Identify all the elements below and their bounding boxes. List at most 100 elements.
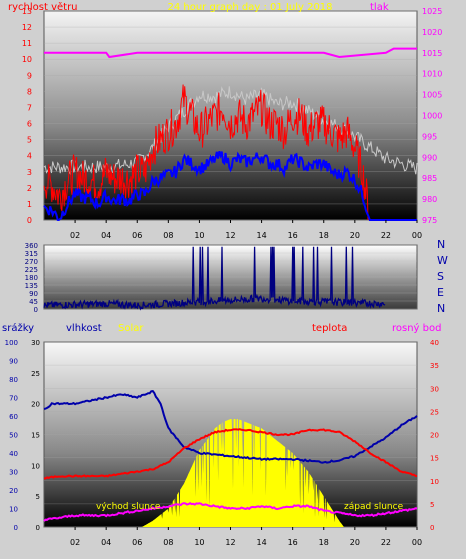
wind-tick-label: 9 bbox=[27, 71, 32, 80]
direction-tick-label: 360 bbox=[25, 242, 38, 250]
direction-tick-label: 135 bbox=[25, 282, 38, 290]
x-tick-label-bottom: 08 bbox=[163, 538, 173, 547]
wind-direction-line bbox=[43, 246, 386, 311]
temp-tick-label: 10 bbox=[430, 478, 439, 486]
wind-avg-line bbox=[43, 151, 417, 222]
chart-title: 24 hour graph day : 01 July 2018 bbox=[167, 2, 332, 13]
x-tick-label-bottom: 06 bbox=[132, 538, 142, 547]
rain-tick-label: 70 bbox=[9, 395, 18, 403]
x-tick-label-top: 10 bbox=[194, 231, 204, 240]
direction-tick-label: 0 bbox=[34, 306, 38, 314]
pressure-tick-label: 1020 bbox=[422, 28, 442, 37]
dir-letter-w: W bbox=[437, 254, 448, 267]
x-tick-label-bottom: 12 bbox=[225, 538, 235, 547]
direction-tick-label: 315 bbox=[25, 250, 38, 258]
x-tick-label-bottom: 20 bbox=[350, 538, 360, 547]
x-tick-label-top: 06 bbox=[132, 231, 142, 240]
x-tick-label-top: 16 bbox=[288, 231, 298, 240]
pressure-tick-label: 995 bbox=[422, 132, 437, 141]
humidity-line bbox=[43, 390, 418, 464]
x-tick-label-top: 08 bbox=[163, 231, 173, 240]
x-tick-label-bottom: 18 bbox=[319, 538, 329, 547]
pressure-tick-label: 980 bbox=[422, 195, 437, 204]
temp-tick-label: 25 bbox=[430, 408, 439, 416]
dir-letter-n-top: N bbox=[437, 238, 445, 251]
humidity-tick-label: 30 bbox=[31, 339, 40, 347]
x-tick-label-top: 04 bbox=[101, 231, 111, 240]
humidity-tick-label: 5 bbox=[36, 493, 40, 501]
wind-axis-label: rychlost větru bbox=[8, 1, 78, 13]
wind-tick-label: 8 bbox=[27, 87, 32, 96]
temp-tick-label: 15 bbox=[430, 455, 439, 463]
x-tick-label-bottom: 16 bbox=[288, 538, 298, 547]
temp-tick-label: 30 bbox=[430, 385, 439, 393]
direction-tick-label: 225 bbox=[25, 266, 38, 274]
wind-tick-label: 0 bbox=[27, 216, 32, 225]
rain-tick-label: 20 bbox=[9, 487, 18, 495]
temp-tick-label: 20 bbox=[430, 432, 439, 440]
solar-label: Solar bbox=[118, 323, 144, 334]
wind-tick-label: 10 bbox=[22, 55, 32, 64]
pressure-tick-label: 1000 bbox=[422, 112, 442, 121]
temperature-line bbox=[44, 428, 418, 480]
wind-tick-label: 1 bbox=[27, 200, 32, 209]
rain-tick-label: 0 bbox=[14, 524, 18, 532]
wind-tick-label: 12 bbox=[22, 23, 32, 32]
pressure-tick-label: 1025 bbox=[422, 7, 442, 16]
dir-letter-s: S bbox=[437, 270, 444, 283]
humidity-axis-label: vlhkost bbox=[66, 323, 102, 334]
x-tick-label-top: 00 bbox=[412, 231, 422, 240]
x-tick-label-top: 18 bbox=[319, 231, 329, 240]
wind-tick-label: 13 bbox=[22, 7, 32, 16]
x-tick-label-top: 20 bbox=[350, 231, 360, 240]
temp-tick-label: 0 bbox=[430, 524, 434, 532]
sunset-annotation: západ slunce bbox=[344, 502, 404, 512]
dew-label: rosný bod bbox=[392, 322, 441, 334]
x-tick-label-top: 22 bbox=[381, 231, 391, 240]
rain-axis-label: srážky bbox=[2, 322, 34, 334]
pressure-tick-label: 1005 bbox=[422, 91, 442, 100]
humidity-tick-label: 10 bbox=[31, 462, 40, 470]
pressure-tick-label: 985 bbox=[422, 174, 437, 183]
wind-tick-label: 2 bbox=[27, 184, 32, 193]
x-tick-label-bottom: 02 bbox=[70, 538, 80, 547]
x-tick-label-top: 12 bbox=[225, 231, 235, 240]
rain-tick-label: 10 bbox=[9, 506, 18, 514]
temp-tick-label: 40 bbox=[430, 339, 439, 347]
pressure-tick-label: 975 bbox=[422, 216, 437, 225]
temp-axis-label: teplota bbox=[312, 323, 347, 334]
rain-tick-label: 30 bbox=[9, 469, 18, 477]
direction-tick-label: 180 bbox=[25, 274, 38, 282]
temp-tick-label: 35 bbox=[430, 362, 439, 370]
x-tick-label-bottom: 10 bbox=[194, 538, 204, 547]
x-tick-label-bottom: 00 bbox=[412, 538, 422, 547]
dir-letter-e: E bbox=[437, 286, 444, 299]
temp-tick-label: 5 bbox=[430, 501, 434, 509]
direction-tick-label: 45 bbox=[29, 298, 38, 306]
rain-tick-label: 100 bbox=[5, 339, 18, 347]
wind-gust-line bbox=[43, 84, 417, 221]
pressure-tick-label: 1010 bbox=[422, 70, 442, 79]
x-tick-label-bottom: 14 bbox=[256, 538, 266, 547]
x-tick-label-top: 02 bbox=[70, 231, 80, 240]
wind-tick-label: 3 bbox=[27, 168, 32, 177]
rain-tick-label: 60 bbox=[9, 413, 18, 421]
pressure-line bbox=[44, 47, 417, 59]
sunrise-annotation: východ slunce bbox=[96, 502, 161, 512]
x-tick-label-bottom: 04 bbox=[101, 538, 111, 547]
pressure-axis-label: tlak bbox=[370, 2, 389, 13]
humidity-tick-label: 15 bbox=[31, 432, 40, 440]
rain-tick-label: 50 bbox=[9, 432, 18, 440]
dew-point-line bbox=[43, 502, 418, 522]
solar-area bbox=[44, 419, 417, 527]
x-tick-label-top: 14 bbox=[256, 231, 266, 240]
wind-tick-label: 11 bbox=[22, 39, 32, 48]
pressure-tick-label: 990 bbox=[422, 153, 437, 162]
rain-tick-label: 90 bbox=[9, 358, 18, 366]
humidity-tick-label: 0 bbox=[36, 524, 40, 532]
wind-tick-label: 4 bbox=[27, 152, 32, 161]
wind-tick-label: 7 bbox=[27, 103, 32, 112]
direction-tick-label: 90 bbox=[29, 290, 38, 298]
